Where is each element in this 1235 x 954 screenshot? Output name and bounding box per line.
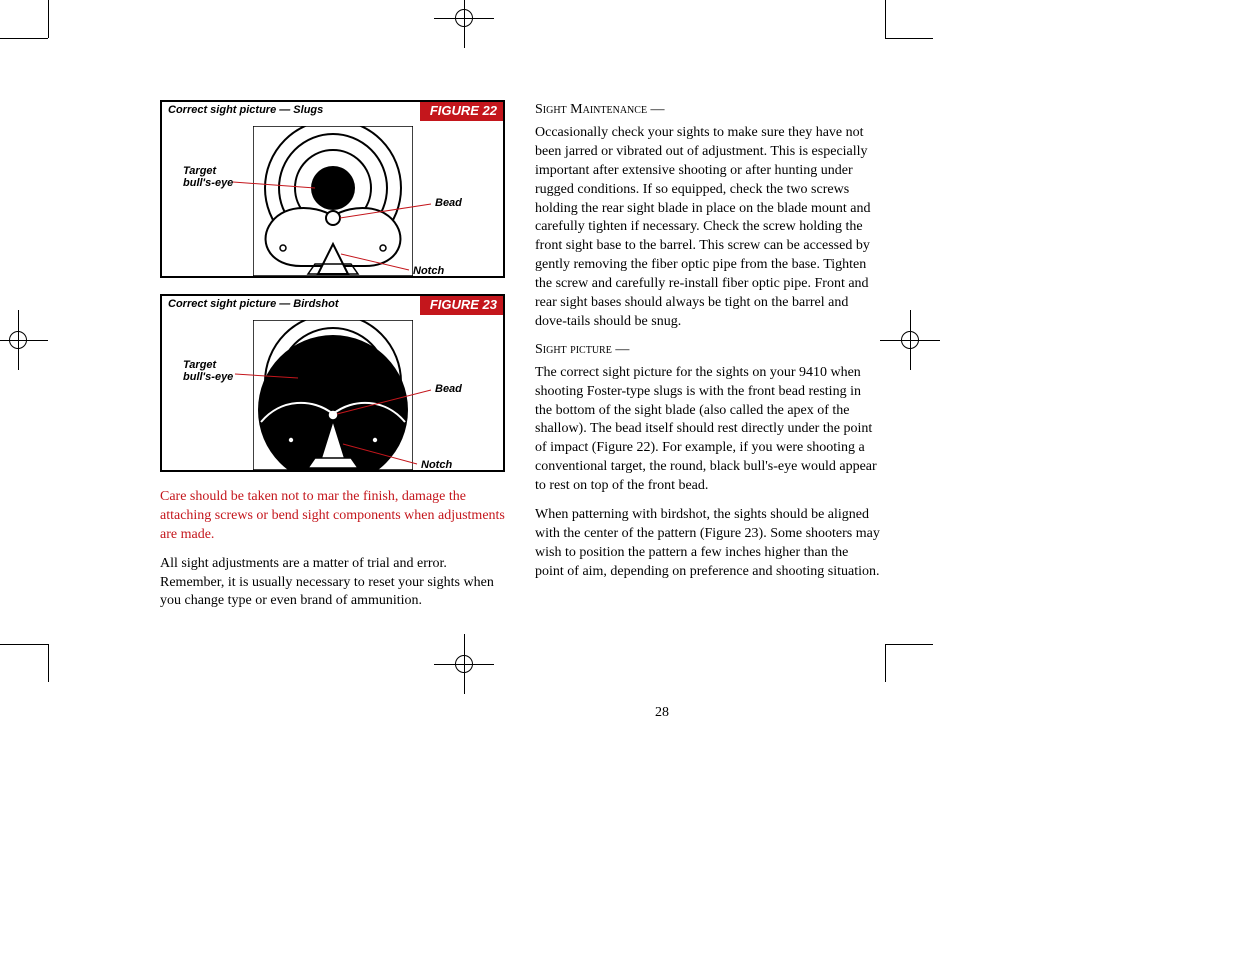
registration-mark — [434, 0, 494, 48]
left-para-1: All sight adjustments are a matter of tr… — [160, 555, 505, 612]
crop-mark — [885, 38, 933, 39]
fig22-label-target: Target bull's-eye — [183, 165, 233, 189]
figure-23: Correct sight picture — Birdshot FIGURE … — [160, 294, 505, 472]
page-number: 28 — [655, 705, 669, 721]
page-content: Correct sight picture — Slugs FIGURE 22 — [160, 100, 880, 621]
registration-mark — [0, 310, 48, 370]
fig23-label-bead: Bead — [435, 383, 462, 395]
right-para-3: When patterning with birdshot, the sight… — [535, 506, 880, 582]
figure-23-diagram: Target bull's-eye Bead Notch — [173, 320, 493, 470]
right-para-1: Occasionally check your sights to make s… — [535, 124, 880, 332]
heading-sight-picture: Sight picture — — [535, 342, 880, 358]
figure-22-diagram: Target bull's-eye Bead Notch — [173, 126, 493, 276]
warning-text: Care should be taken not to mar the fini… — [160, 488, 505, 545]
crop-mark — [885, 644, 886, 682]
right-para-2: The correct sight picture for the sights… — [535, 364, 880, 496]
crop-mark — [885, 0, 886, 38]
fig22-label-bead: Bead — [435, 197, 462, 209]
crop-mark — [0, 38, 48, 39]
figure-22-badge: FIGURE 22 — [420, 102, 503, 121]
figure-23-badge: FIGURE 23 — [420, 296, 503, 315]
figure-23-caption: Correct sight picture — Birdshot — [162, 296, 339, 310]
fig22-label-notch: Notch — [413, 265, 444, 276]
crop-mark — [48, 644, 49, 682]
crop-mark — [0, 644, 48, 645]
fig23-label-notch: Notch — [421, 459, 452, 470]
registration-mark — [434, 634, 494, 694]
crop-mark — [885, 644, 933, 645]
figure-22-caption: Correct sight picture — Slugs — [162, 102, 323, 116]
right-column: Sight Maintenance — Occasionally check y… — [535, 100, 880, 621]
crop-mark — [48, 0, 49, 38]
heading-sight-maintenance: Sight Maintenance — — [535, 102, 880, 118]
fig23-label-target: Target bull's-eye — [183, 359, 233, 383]
figure-22: Correct sight picture — Slugs FIGURE 22 — [160, 100, 505, 278]
registration-mark — [880, 310, 940, 370]
left-column: Correct sight picture — Slugs FIGURE 22 — [160, 100, 505, 621]
